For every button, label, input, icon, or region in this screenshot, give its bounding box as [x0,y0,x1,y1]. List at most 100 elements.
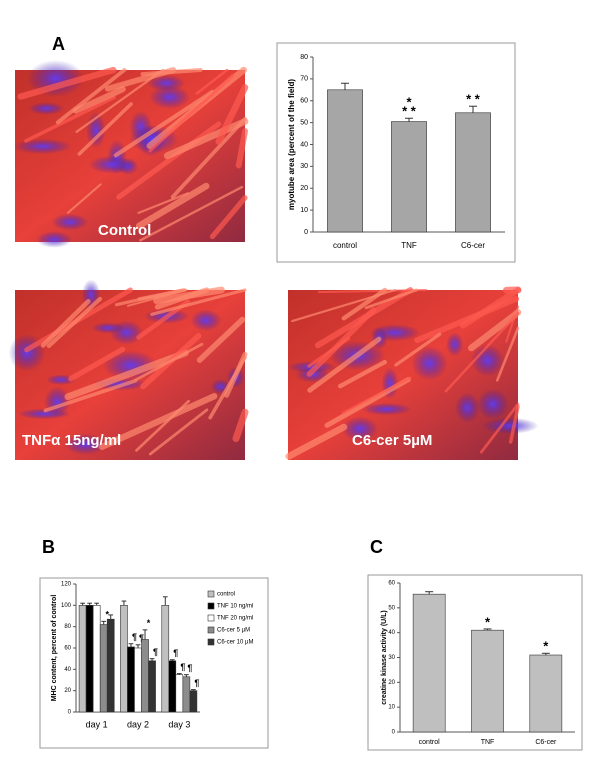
x-tick-label: day 2 [127,719,149,729]
bar [92,605,101,713]
y-tick-label: 0 [304,229,308,236]
y-tick-label: 20 [64,688,71,694]
bar [120,605,128,713]
bar [189,690,198,713]
y-tick-label: 20 [300,185,308,192]
myotube [508,404,520,444]
myotube [153,286,225,305]
panel-label: C [370,537,383,557]
myotube [414,295,520,344]
legend-label: C6-cer 5 µM [217,628,250,634]
myotube [68,346,126,382]
myotube [135,399,191,452]
image-caption: C6-cer 5µM [352,432,432,449]
myotube [364,288,418,310]
bar [471,629,504,733]
y-tick-label: 50 [300,119,308,126]
nucleus-cluster [341,416,378,442]
y-tick-label: 40 [64,667,71,673]
myotube [163,118,249,160]
y-tick-label: 10 [300,207,308,214]
myotube [64,349,189,401]
y-tick-label: 100 [61,603,72,609]
legend-label: C6-cer 10 µM [217,640,253,646]
significance-mark: * [485,614,491,629]
x-tick-label: TNF [401,241,417,250]
myotube [337,359,387,389]
significance-mark: * [105,610,109,620]
bar [148,660,156,713]
y-tick-label: 80 [300,54,308,61]
y-tick-label: 30 [388,655,395,661]
nucleus-cluster [471,344,504,377]
myotube [104,67,177,92]
nucleus-cluster [361,402,412,416]
myotube [40,299,91,348]
nucleus-cluster [91,322,125,334]
nucleus-cluster [190,309,222,332]
image-caption: Control [98,222,151,239]
bar [182,676,191,713]
nucleus-cluster [51,213,89,231]
bar [85,605,94,713]
nucleus-cluster [13,138,72,155]
y-axis-label: MHC content, percent of control [51,595,58,702]
myotube [468,309,522,352]
significance-mark: ¶ [139,633,144,643]
x-tick-label: day 3 [168,719,190,729]
myotube [235,128,248,169]
nucleus-cluster [46,374,76,386]
myotube [148,408,209,456]
nucleus-cluster [28,102,65,115]
micrograph [13,60,249,248]
myotube [196,316,246,363]
myotube [324,376,411,428]
y-tick-label: 50 [388,605,395,611]
significance-mark: * [406,95,412,110]
bar [161,605,170,713]
significance-mark: * [543,639,549,654]
nucleus-cluster [446,332,464,357]
myotube [314,287,414,349]
nucleus-cluster [36,231,72,248]
myotube [77,102,133,156]
bar [127,646,135,713]
legend-swatch [207,602,215,610]
panel-label: A [52,34,65,54]
y-tick-label: 10 [388,705,395,711]
y-tick-label: 80 [64,624,71,630]
x-tick-label: TNF [481,739,495,746]
myotube [495,326,520,382]
myotube [208,355,247,420]
bar [141,639,149,713]
myotube [444,312,520,393]
nucleus-cluster [287,361,337,374]
significance-mark: ¶ [132,632,137,642]
myotube [285,423,348,460]
nucleus-cluster [64,433,107,455]
y-axis-label: myotube area (percent of the field) [287,79,296,210]
y-tick-label: 30 [300,163,308,170]
myotube [209,195,248,240]
myotube [55,68,127,125]
legend-label: TNF 20 ng/ml [217,616,253,622]
legend-label: control [217,592,235,598]
myotube [150,288,247,316]
myotube [113,89,215,158]
legend-swatch [207,638,215,646]
myotube [139,185,244,242]
myotube [137,192,190,215]
nucleus-cluster [103,350,158,381]
x-tick-label: C6-cer [535,739,557,746]
nucleus-cluster [149,85,190,109]
legend-swatch [207,626,215,634]
legend-swatch [207,614,215,622]
myotube [72,86,126,114]
myotube [232,408,249,443]
myotube [98,393,218,450]
legend-label: TNF 10 ng/ml [217,604,253,610]
myotube [116,121,222,200]
significance-mark: ¶ [173,648,178,658]
myotube [479,402,520,454]
